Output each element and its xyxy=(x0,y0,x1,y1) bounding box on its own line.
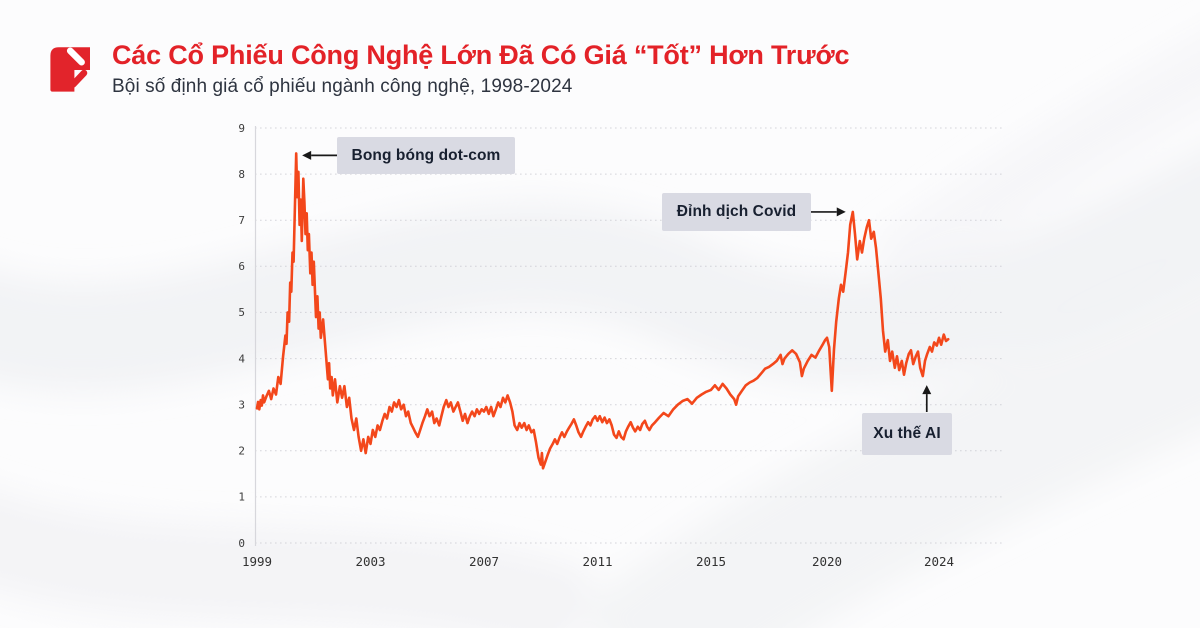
background-wave-shape xyxy=(869,33,1200,299)
annotation-arrowhead xyxy=(302,150,312,160)
y-tick-label: 6 xyxy=(238,260,245,273)
x-tick-label: 1999 xyxy=(242,554,272,569)
annotation-covid-label: Đỉnh dịch Covid xyxy=(676,203,797,220)
annotation-ai-trend: Xu thế AI xyxy=(862,413,952,455)
annotation-ai-label: Xu thế AI xyxy=(873,425,941,442)
y-tick-label: 0 xyxy=(238,537,245,550)
y-tick-label: 1 xyxy=(238,491,245,504)
y-tick-label: 3 xyxy=(238,399,245,412)
brand-logo-white-slash xyxy=(66,47,85,66)
brand-logo xyxy=(50,47,90,92)
y-tick-label: 8 xyxy=(238,168,245,181)
y-tick-label: 7 xyxy=(238,214,245,227)
valuation-line xyxy=(255,152,950,470)
background-wave-shape xyxy=(0,149,1200,393)
background-wave-shape xyxy=(0,491,595,628)
x-tick-label: 2003 xyxy=(355,554,385,569)
y-tick-label: 9 xyxy=(238,122,245,135)
x-tick-label: 2007 xyxy=(469,554,499,569)
page-title: Các Cổ Phiếu Công Nghệ Lớn Đã Có Giá “Tố… xyxy=(112,40,850,70)
x-tick-label: 2020 xyxy=(812,554,842,569)
annotation-arrowhead xyxy=(922,385,932,395)
y-tick-label: 4 xyxy=(238,352,245,365)
annotation-dotcom-bubble: Bong bóng dot-com xyxy=(337,137,515,174)
annotation-arrowhead xyxy=(836,207,846,217)
annotation-dotcom-label: Bong bóng dot-com xyxy=(351,146,501,164)
background-wave-shape xyxy=(575,269,1200,628)
x-tick-label: 2011 xyxy=(582,554,612,569)
x-tick-label: 2024 xyxy=(924,554,954,569)
header: Các Cổ Phiếu Công Nghệ Lớn Đã Có Giá “Tố… xyxy=(42,40,849,100)
y-tick-label: 5 xyxy=(238,306,245,319)
y-tick-label: 2 xyxy=(238,445,245,458)
brand-logo-red-slash xyxy=(69,69,88,88)
x-tick-label: 2015 xyxy=(696,554,726,569)
page-subtitle: Bội số định giá cổ phiếu ngành công nghệ… xyxy=(112,76,573,98)
annotation-covid-peak: Đỉnh dịch Covid xyxy=(662,193,811,231)
